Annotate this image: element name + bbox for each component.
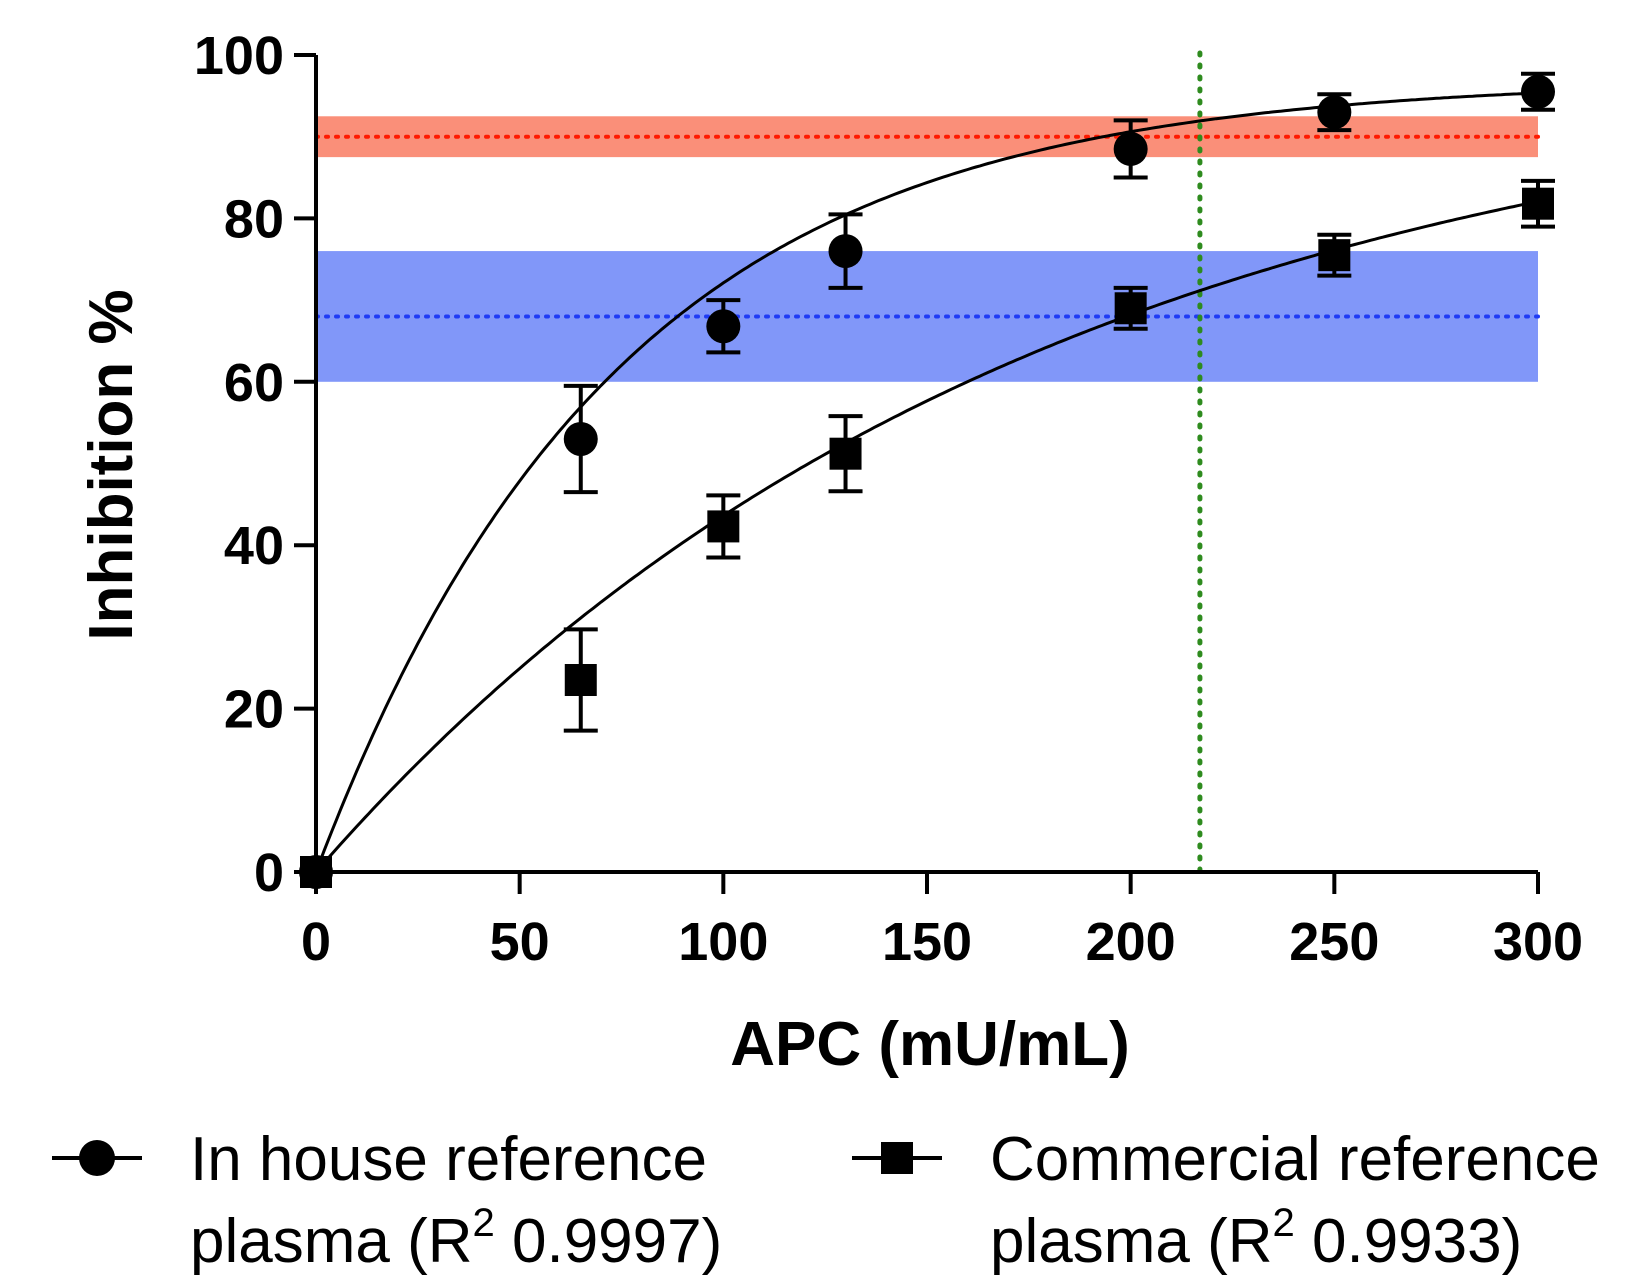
- x-tick-label-250: 250: [1289, 912, 1379, 972]
- x-tick-label-0: 0: [301, 912, 331, 972]
- data-point-circle-2: [706, 309, 741, 344]
- reference-bands: [314, 116, 1540, 382]
- y-tick-label-0: 0: [254, 843, 284, 903]
- fit-curve-circle: [314, 91, 1539, 873]
- data-point-square-0: [300, 856, 332, 888]
- x-tick-label-300: 300: [1493, 912, 1583, 972]
- y-tick-label-60: 60: [224, 353, 284, 413]
- x-tick-label-50: 50: [490, 912, 550, 972]
- legend-label-in-house-line2: plasma (R2 0.9997): [190, 1201, 722, 1276]
- data-point-circle-6: [1521, 74, 1555, 109]
- data-point-circle-4: [1113, 131, 1148, 166]
- y-tick-label-40: 40: [224, 516, 284, 576]
- x-tick-label-200: 200: [1086, 912, 1176, 972]
- legend: In house reference plasma (R2 0.9997) Co…: [52, 1125, 1600, 1276]
- fit-curves: [314, 91, 1539, 873]
- error-bars: [563, 71, 1555, 733]
- data-markers: [299, 74, 1555, 889]
- x-tick-label-100: 100: [678, 912, 768, 972]
- data-point-square-2: [707, 510, 740, 543]
- legend-label-in-house-line1: In house reference: [190, 1125, 707, 1194]
- data-point-square-3: [829, 437, 862, 470]
- data-point-circle-5: [1317, 95, 1352, 130]
- x-tick-label-150: 150: [882, 912, 972, 972]
- data-point-square-6: [1522, 187, 1554, 220]
- legend-label-commercial-line2: plasma (R2 0.9933): [990, 1201, 1522, 1276]
- data-point-square-5: [1318, 239, 1351, 272]
- legend-item-in-house: In house reference plasma (R2 0.9997): [52, 1125, 722, 1276]
- axes: 0 20 40 60 80 100 0 50 100 150 200 250 300: [194, 26, 1583, 972]
- legend-circle-marker: [79, 1140, 115, 1176]
- data-point-square-4: [1114, 292, 1147, 325]
- y-tick-label-20: 20: [224, 680, 284, 740]
- legend-square-marker: [881, 1142, 913, 1174]
- y-tick-label-100: 100: [194, 26, 284, 86]
- legend-label-commercial-line1: Commercial reference: [990, 1125, 1600, 1194]
- x-axis-title: APC (mU/mL): [730, 1010, 1130, 1079]
- legend-item-commercial: Commercial reference plasma (R2 0.9933): [852, 1125, 1600, 1276]
- data-point-circle-1: [563, 421, 598, 456]
- data-point-circle-3: [828, 234, 863, 269]
- y-tick-label-80: 80: [224, 189, 284, 249]
- y-axis-title: Inhibition %: [77, 289, 146, 640]
- data-point-square-1: [564, 664, 597, 697]
